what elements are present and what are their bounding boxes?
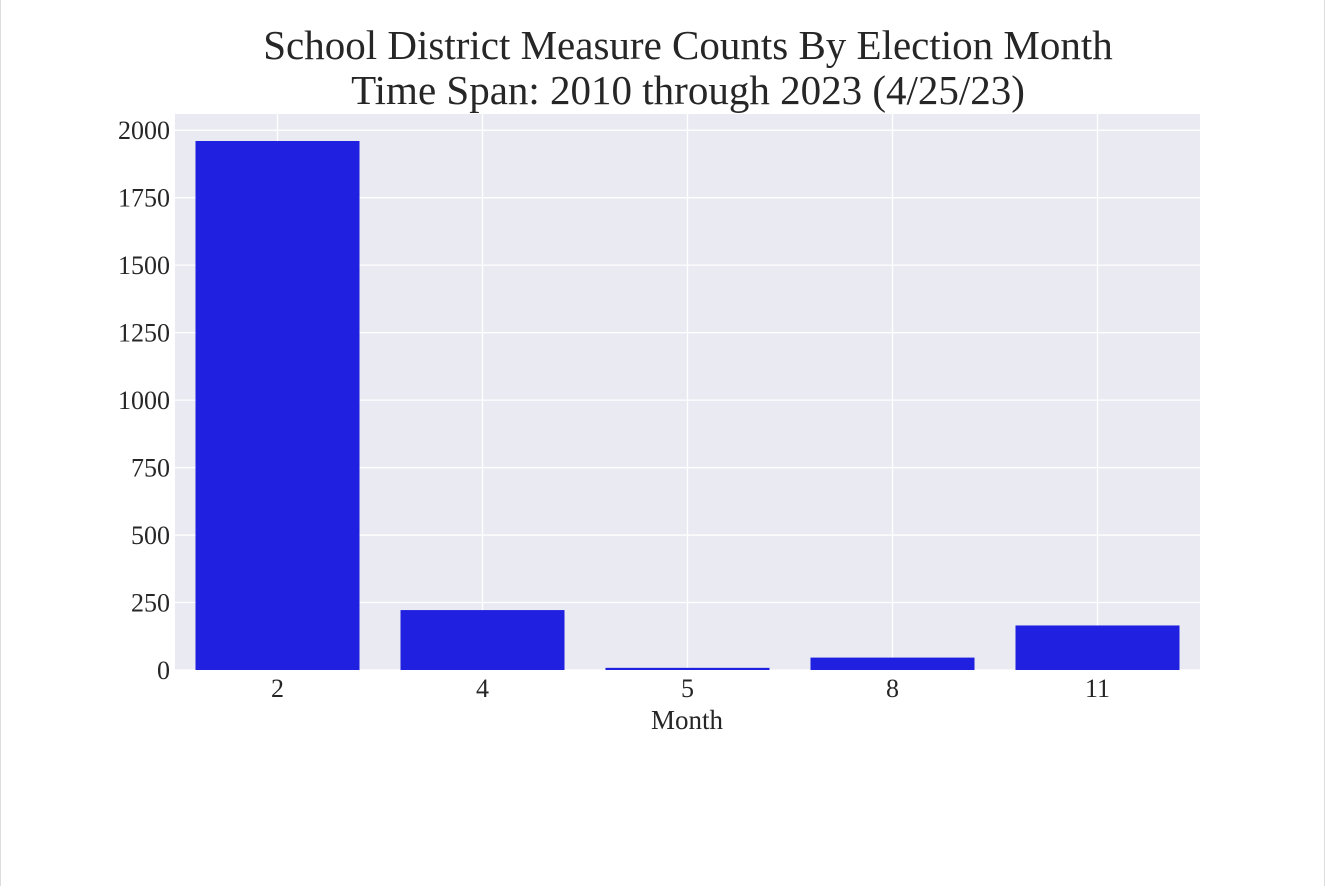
x-tick-label: 4 (476, 674, 489, 703)
bar-month-2 (195, 140, 360, 670)
x-tick-label: 8 (886, 674, 899, 703)
bars (195, 140, 1180, 670)
bar-month-4 (400, 610, 565, 670)
y-tick-label: 0 (157, 656, 170, 685)
y-tick-label: 2000 (118, 116, 170, 145)
bar-month-8 (810, 657, 975, 670)
y-tick-label: 500 (131, 521, 170, 550)
chart-title: School District Measure Counts By Electi… (263, 22, 1113, 68)
y-tick-label: 1750 (118, 184, 170, 213)
y-tick-label: 1250 (118, 319, 170, 348)
bar-month-11 (1015, 625, 1180, 670)
y-tick-label: 1500 (118, 251, 170, 280)
x-tick-label: 11 (1085, 674, 1110, 703)
y-tick-label: 1000 (118, 386, 170, 415)
x-axis-ticks: 2 4 5 8 11 (271, 674, 1110, 703)
y-tick-label: 750 (131, 454, 170, 483)
y-tick-label: 250 (131, 589, 170, 618)
x-tick-label: 5 (681, 674, 694, 703)
x-tick-label: 2 (271, 674, 284, 703)
y-axis-ticks: 0 250 500 750 1000 1250 1500 1750 2000 (118, 116, 170, 685)
chart-subtitle: Time Span: 2010 through 2023 (4/25/23) (351, 67, 1025, 113)
x-axis-label: Month (651, 705, 724, 735)
bar-month-5 (605, 667, 770, 670)
